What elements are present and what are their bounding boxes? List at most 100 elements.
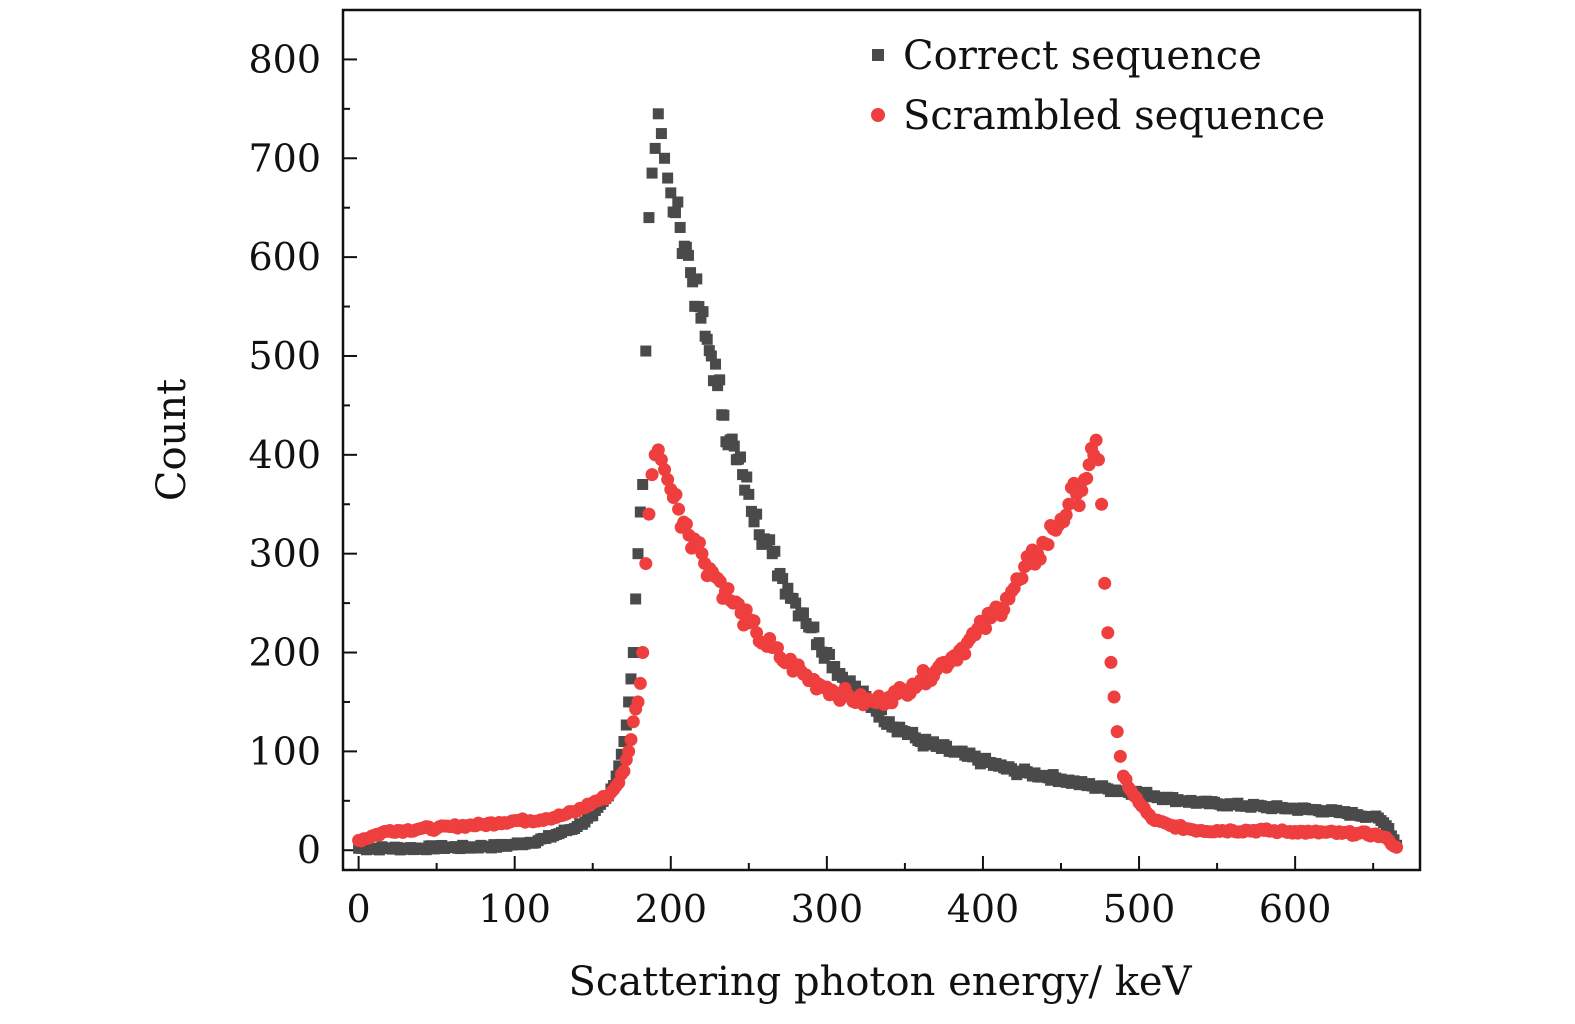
data-point (836, 671, 848, 683)
data-point (984, 611, 998, 625)
data-point (618, 735, 630, 747)
data-point (1024, 767, 1036, 779)
data-point (1077, 473, 1091, 487)
data-point (399, 842, 411, 854)
x-tick-label: 500 (1103, 887, 1176, 931)
data-point (1241, 823, 1255, 837)
y-tick-label: 700 (248, 136, 321, 180)
y-axis: 0 100 200 300 400 500 600 700 800 (248, 37, 357, 872)
x-tick-label: 300 (791, 887, 864, 931)
legend-marker (871, 108, 885, 122)
data-point (750, 626, 764, 640)
data-point (712, 380, 724, 392)
data-point (368, 842, 380, 854)
data-point (523, 814, 537, 828)
data-point (774, 567, 786, 579)
y-tick-label: 0 (297, 828, 321, 872)
data-point-interp (615, 748, 627, 760)
y-tick-label: 500 (248, 334, 321, 378)
data-point (1383, 822, 1395, 834)
data-point-interp (630, 593, 642, 605)
data-point (674, 221, 686, 233)
data-point-interp (1089, 433, 1103, 447)
data-point (883, 716, 895, 728)
data-point (1023, 557, 1037, 571)
data-point (961, 750, 973, 762)
data-point (430, 821, 444, 835)
data-point (1110, 725, 1124, 739)
data-point (782, 582, 794, 594)
series-scrambled-sequence (352, 433, 1404, 854)
data-point-interp (613, 760, 625, 772)
legend-label: Correct sequence (903, 33, 1262, 79)
legend-label: Scrambled sequence (903, 93, 1325, 139)
data-point (1008, 765, 1020, 777)
data-point (946, 745, 958, 757)
data-point (687, 532, 701, 546)
plot-frame (341, 8, 1422, 872)
data-point (1102, 783, 1114, 795)
data-point (1038, 537, 1052, 551)
data-point (353, 842, 365, 854)
data-point (570, 804, 584, 818)
data-point (649, 142, 661, 154)
data-point (724, 434, 736, 446)
data-point (509, 838, 521, 850)
data-point (1054, 512, 1068, 526)
data-point-interp (685, 267, 697, 279)
data-point-interp (633, 676, 647, 690)
data-point (643, 212, 655, 224)
data-point (1242, 800, 1254, 812)
data-point (1367, 811, 1379, 823)
data-point (751, 508, 763, 520)
data-point (718, 409, 730, 421)
data-point (431, 841, 443, 853)
data-point (1164, 793, 1176, 805)
data-point (540, 832, 552, 844)
data-point (642, 507, 656, 521)
data-point-interp (1072, 499, 1086, 513)
data-point (492, 816, 506, 830)
y-axis-title: Count (149, 379, 195, 501)
data-point (1352, 809, 1364, 821)
data-point (1194, 823, 1208, 837)
data-point-interp (728, 440, 740, 452)
data-point (805, 622, 817, 634)
data-point (1274, 802, 1286, 814)
data-point (672, 502, 686, 516)
data-point (1211, 798, 1223, 810)
data-point (609, 779, 623, 793)
data-point-interp (676, 248, 688, 260)
data-point (976, 621, 990, 635)
x-axis-title: Scattering photon energy/ keV (569, 959, 1193, 1005)
data-point (1070, 487, 1084, 501)
data-point (622, 744, 636, 758)
data-point (662, 172, 674, 184)
data-point (637, 478, 649, 490)
data-point (1055, 773, 1067, 785)
data-point (651, 443, 665, 457)
x-tick-label: 600 (1259, 887, 1332, 931)
data-point (1336, 807, 1348, 819)
data-point (1039, 770, 1051, 782)
data-point (639, 557, 653, 571)
y-tick-label: 200 (248, 631, 321, 675)
data-point (665, 187, 677, 199)
data-point (623, 696, 635, 708)
data-point (1140, 806, 1154, 820)
data-point (445, 820, 459, 834)
data-point (1195, 797, 1207, 809)
data-point-interp (710, 358, 722, 370)
y-tick-label: 600 (248, 235, 321, 279)
data-point (1273, 824, 1287, 838)
data-point (730, 454, 742, 466)
data-point-interp (748, 516, 760, 528)
data-point (1007, 581, 1021, 595)
data-point (790, 597, 802, 609)
data-point (631, 695, 645, 709)
data-point (1390, 840, 1404, 854)
data-point (1289, 803, 1301, 815)
data-point (636, 646, 650, 660)
data-point (571, 821, 583, 833)
data-point (1226, 823, 1240, 837)
